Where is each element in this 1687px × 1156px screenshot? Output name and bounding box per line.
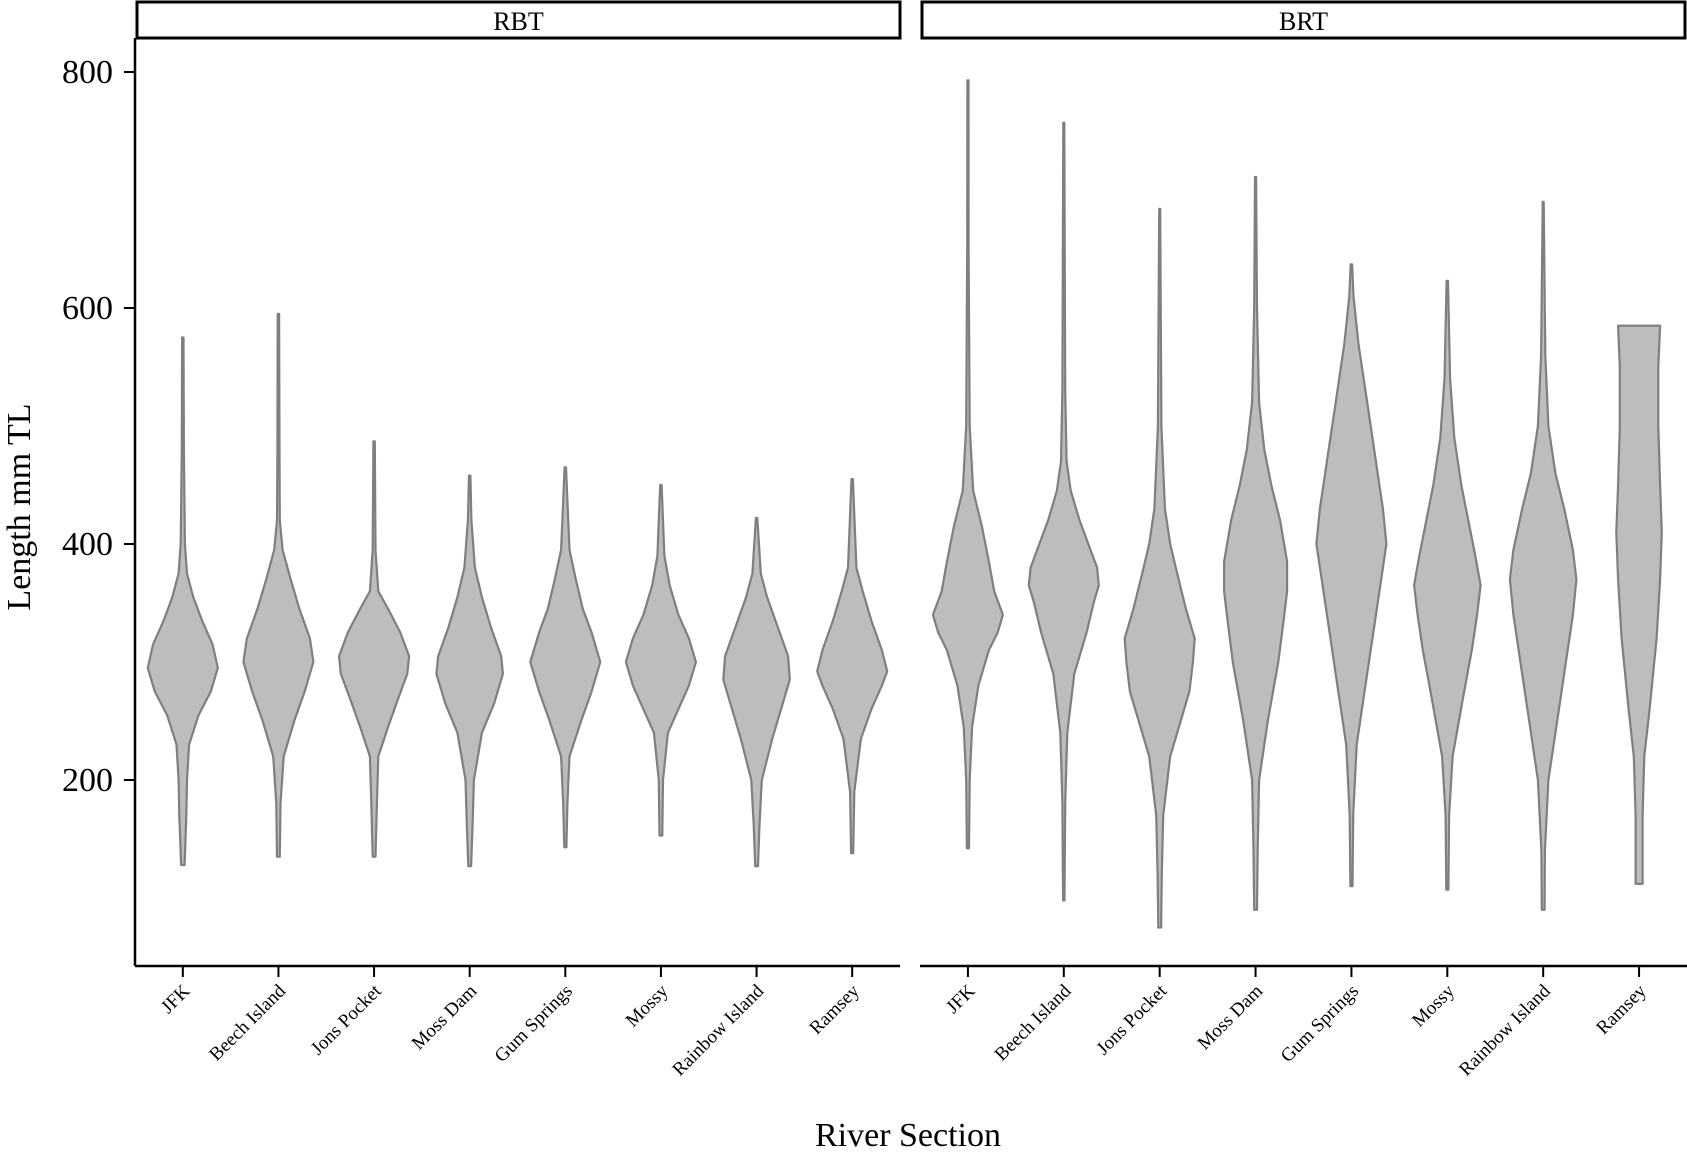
x-tick-label: Beech Island [205, 980, 290, 1065]
x-axis-title: River Section [815, 1117, 1001, 1154]
violins [146, 79, 1663, 929]
x-tick-label: Gum Springs [491, 981, 577, 1067]
x-tick-label: JFK [942, 980, 979, 1017]
x-tick-label: Jons Pocket [307, 980, 386, 1059]
violin-rbt-mossy [624, 483, 697, 837]
violin-rbt-ramsey [816, 478, 889, 855]
x-tick-label: Moss Dam [408, 981, 482, 1055]
violin-brt-jfk [931, 79, 1004, 850]
y-tick-label: 200 [62, 762, 113, 799]
strip-box-brt [920, 0, 1687, 40]
violin-rbt-jfk [146, 336, 219, 867]
violin-brt-gum-springs [1315, 263, 1388, 888]
x-tick-label: Moss Dam [1194, 981, 1268, 1055]
strip-headers: RBT BRT [135, 0, 1687, 40]
y-tick-label: 400 [62, 526, 113, 563]
violin-rbt-rainbow-island [722, 516, 791, 868]
violin-brt-rainbow-island [1508, 200, 1578, 911]
x-tick-label: Jons Pocket [1093, 980, 1172, 1059]
violin-brt-mossy [1413, 279, 1482, 891]
violin-rbt-moss-dam [435, 474, 504, 868]
x-tick-label: Gum Springs [1277, 981, 1363, 1067]
x-tick-label: Rainbow Island [669, 980, 769, 1080]
x-tick-label: Rainbow Island [1455, 980, 1555, 1080]
y-tick-label: 600 [62, 290, 113, 327]
violin-brt-moss-dam [1223, 175, 1289, 911]
violin-brt-jons-pocket [1123, 207, 1196, 929]
violin-brt-ramsey [1615, 324, 1663, 885]
x-tick-label: Mossy [1408, 980, 1459, 1031]
strip-box-rbt [135, 0, 902, 40]
x-tick-label: Ramsey [1592, 980, 1650, 1038]
x-tick-label: Beech Island [991, 980, 1076, 1065]
y-axis-title: Length mm TL [1, 403, 38, 610]
violin-rbt-gum-springs [529, 466, 602, 849]
strip-label-brt: BRT [1279, 7, 1328, 36]
y-tick-label: 800 [62, 54, 113, 91]
strip-label-rbt: RBT [493, 7, 544, 36]
x-tick-label: Mossy [622, 980, 673, 1031]
x-tick-label: JFK [157, 980, 194, 1017]
violin-rbt-beech-island [242, 312, 315, 858]
x-tick-label: Ramsey [806, 980, 864, 1038]
violin-rbt-jons-pocket [338, 440, 411, 858]
violin-brt-beech-island [1027, 121, 1100, 902]
